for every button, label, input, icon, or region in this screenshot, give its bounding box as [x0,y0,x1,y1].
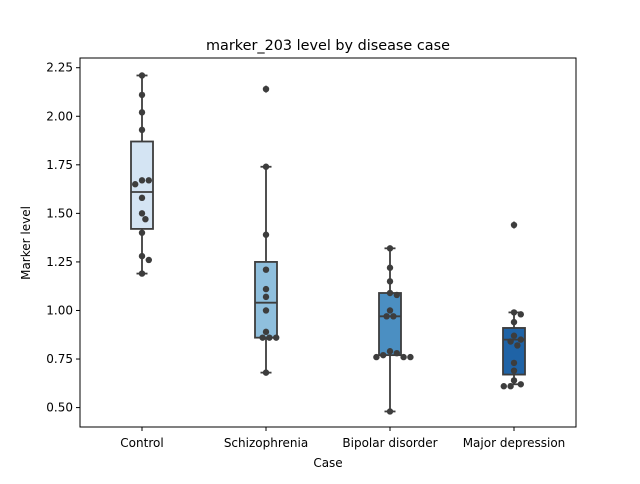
data-point [510,309,518,316]
data-point [138,126,146,134]
y-tick-label: 2.00 [46,109,73,123]
data-point [390,313,397,320]
plot-area: 0.50 0.75 1.00 1.25 1.50 1.75 2.00 2.25 Control S… [46,61,565,450]
data-point [262,163,270,170]
data-point [145,256,152,264]
data-point [383,313,390,320]
y-axis-label: Marker level [19,206,33,280]
data-point [510,367,518,374]
y-tick-label: 2.25 [46,61,73,75]
data-point [259,334,266,341]
box-iqr [130,140,154,230]
data-point [138,72,146,79]
data-point [138,252,146,260]
data-point [510,318,518,326]
y-tick-label: 1.00 [46,303,73,317]
box-iqr [378,292,402,357]
data-point [386,307,394,314]
data-point [514,342,521,349]
data-point [138,91,146,99]
data-point [273,334,280,341]
data-point [400,353,407,361]
y-tick-label: 1.75 [46,158,73,172]
data-point [380,351,387,359]
y-tick-label: 0.50 [46,401,73,415]
chart-title: marker_203 level by disease case [206,38,450,54]
data-point [500,383,507,390]
data-point [138,194,146,202]
data-point [510,359,518,367]
data-point [517,336,524,343]
plot-frame [79,57,577,428]
data-point [386,408,394,415]
data-point [145,177,152,184]
data-point [386,278,394,285]
box-group [130,74,154,275]
data-point [142,215,149,223]
data-point [386,245,394,252]
x-tick-label: Schizophrenia [224,436,308,450]
x-tick-label: Control [120,436,163,450]
data-point [262,266,270,273]
y-tick-label: 1.25 [46,255,73,269]
data-point [507,338,514,345]
x-tick-label: Bipolar disorder [342,436,437,450]
data-point [262,307,270,314]
data-point [262,231,270,238]
data-point [386,264,394,271]
data-point [138,210,146,217]
data-point [517,381,524,388]
data-point [138,270,146,277]
y-tick-label: 0.75 [46,352,73,366]
data-point [138,177,146,184]
data-point [386,289,394,297]
data-point [393,350,400,357]
data-point [517,311,524,318]
data-point [262,85,270,93]
data-point [373,353,380,361]
data-point [386,348,394,355]
data-point [407,353,414,361]
data-point [393,291,400,299]
data-point [507,383,514,390]
data-point [510,221,518,229]
data-point [262,293,270,301]
data-point [510,377,518,384]
data-point [510,332,518,339]
box-group [378,247,402,413]
data-point [262,369,270,376]
x-axis-label: Case [313,456,342,470]
y-tick-label: 1.50 [46,206,73,220]
data-point [138,229,146,236]
data-point [262,285,270,293]
data-point [138,109,146,116]
x-tick-label: Major depression [463,436,566,450]
data-point [262,328,270,336]
data-point [132,181,139,188]
data-point [266,334,273,341]
